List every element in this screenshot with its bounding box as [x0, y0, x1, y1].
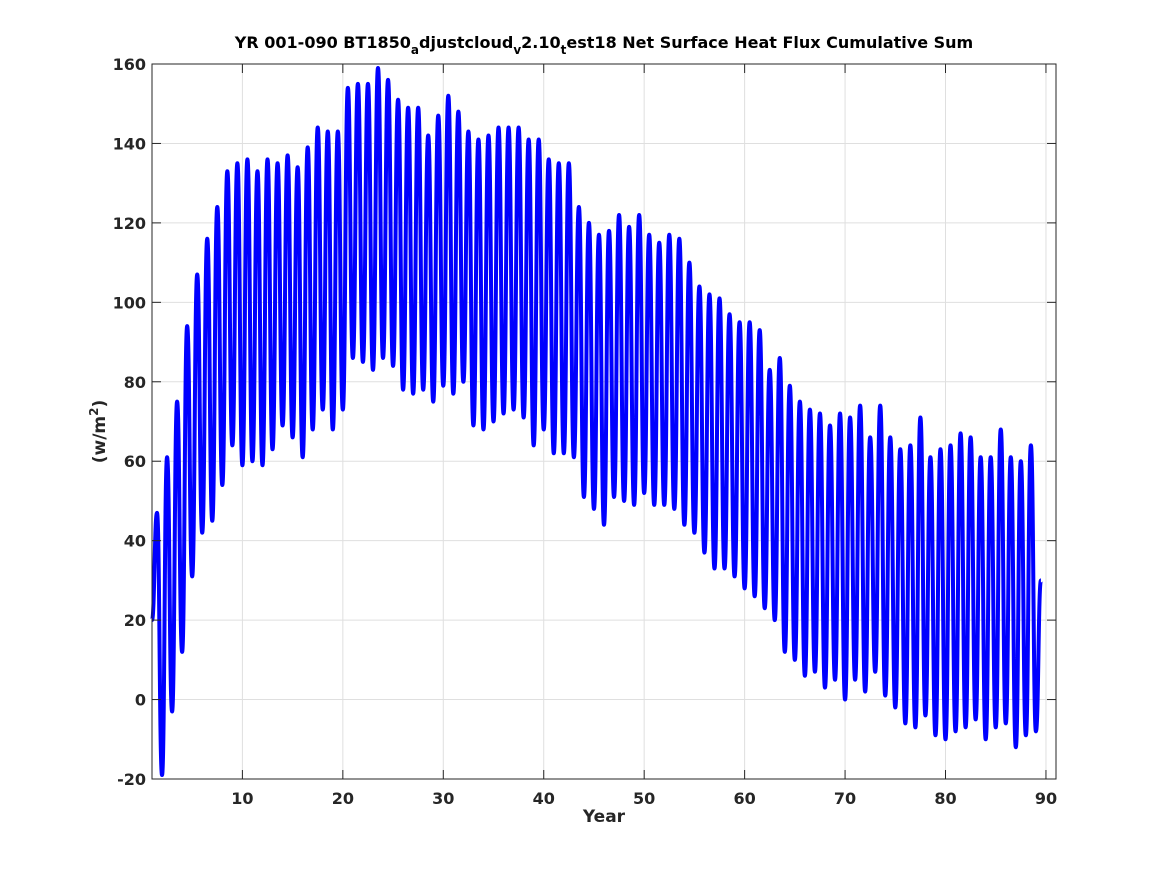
x-tick-labels: 10 20 30 40 50 60 70 80 90 — [231, 789, 1057, 808]
y-tick-label: 140 — [113, 134, 146, 153]
chart-title-segment: est18 Net Surface Heat Flux Cumulative S… — [566, 33, 973, 52]
y-axis-label-main: (w/m — [90, 416, 110, 463]
y-tick-label: 80 — [124, 373, 146, 392]
series-line — [150, 65, 1043, 778]
chart-title-segment: djustcloud — [419, 33, 513, 52]
y-tick-label: 100 — [113, 293, 146, 312]
axes-box — [151, 63, 1057, 780]
x-tick-label: 60 — [733, 789, 755, 808]
y-tick-label: 160 — [113, 55, 146, 74]
chart-title-segment: YR 001-090 BT1850 — [234, 33, 411, 52]
x-tick-label: 80 — [934, 789, 956, 808]
axis-ticks — [152, 63, 1056, 780]
x-tick-label: 50 — [633, 789, 655, 808]
y-tick-label: 20 — [124, 611, 146, 630]
y-tick-label: 0 — [135, 691, 146, 710]
chart-title-segment: 2.10 — [521, 33, 560, 52]
x-tick-label: 10 — [231, 789, 253, 808]
x-tick-label: 40 — [533, 789, 555, 808]
y-axis-label: (w/m2) — [87, 400, 110, 464]
y-axis-label-end: ) — [90, 400, 110, 408]
x-tick-label: 30 — [432, 789, 454, 808]
y-tick-label: 40 — [124, 532, 146, 551]
y-axis-label-superscript: 2 — [87, 408, 101, 416]
x-tick-label: 90 — [1035, 789, 1057, 808]
y-tick-label: -20 — [117, 770, 146, 789]
y-tick-label: 60 — [124, 452, 146, 471]
data-series — [150, 65, 1043, 778]
x-tick-label: 70 — [834, 789, 856, 808]
y-tick-label: 120 — [113, 214, 146, 233]
chart-title-subscript: t — [561, 43, 567, 57]
chart-title-subscript: a — [411, 43, 419, 57]
chart-title-text: YR 001-090 BT1850adjustcloudv2.10test18 … — [234, 33, 973, 57]
chart-title-subscript: v — [513, 43, 521, 57]
x-tick-label: 20 — [332, 789, 354, 808]
x-axis-label: Year — [582, 807, 626, 827]
y-tick-labels: -20 0 20 40 60 80 100 120 140 160 — [113, 55, 146, 789]
chart-title: YR 001-090 BT1850adjustcloudv2.10test18 … — [234, 33, 973, 57]
